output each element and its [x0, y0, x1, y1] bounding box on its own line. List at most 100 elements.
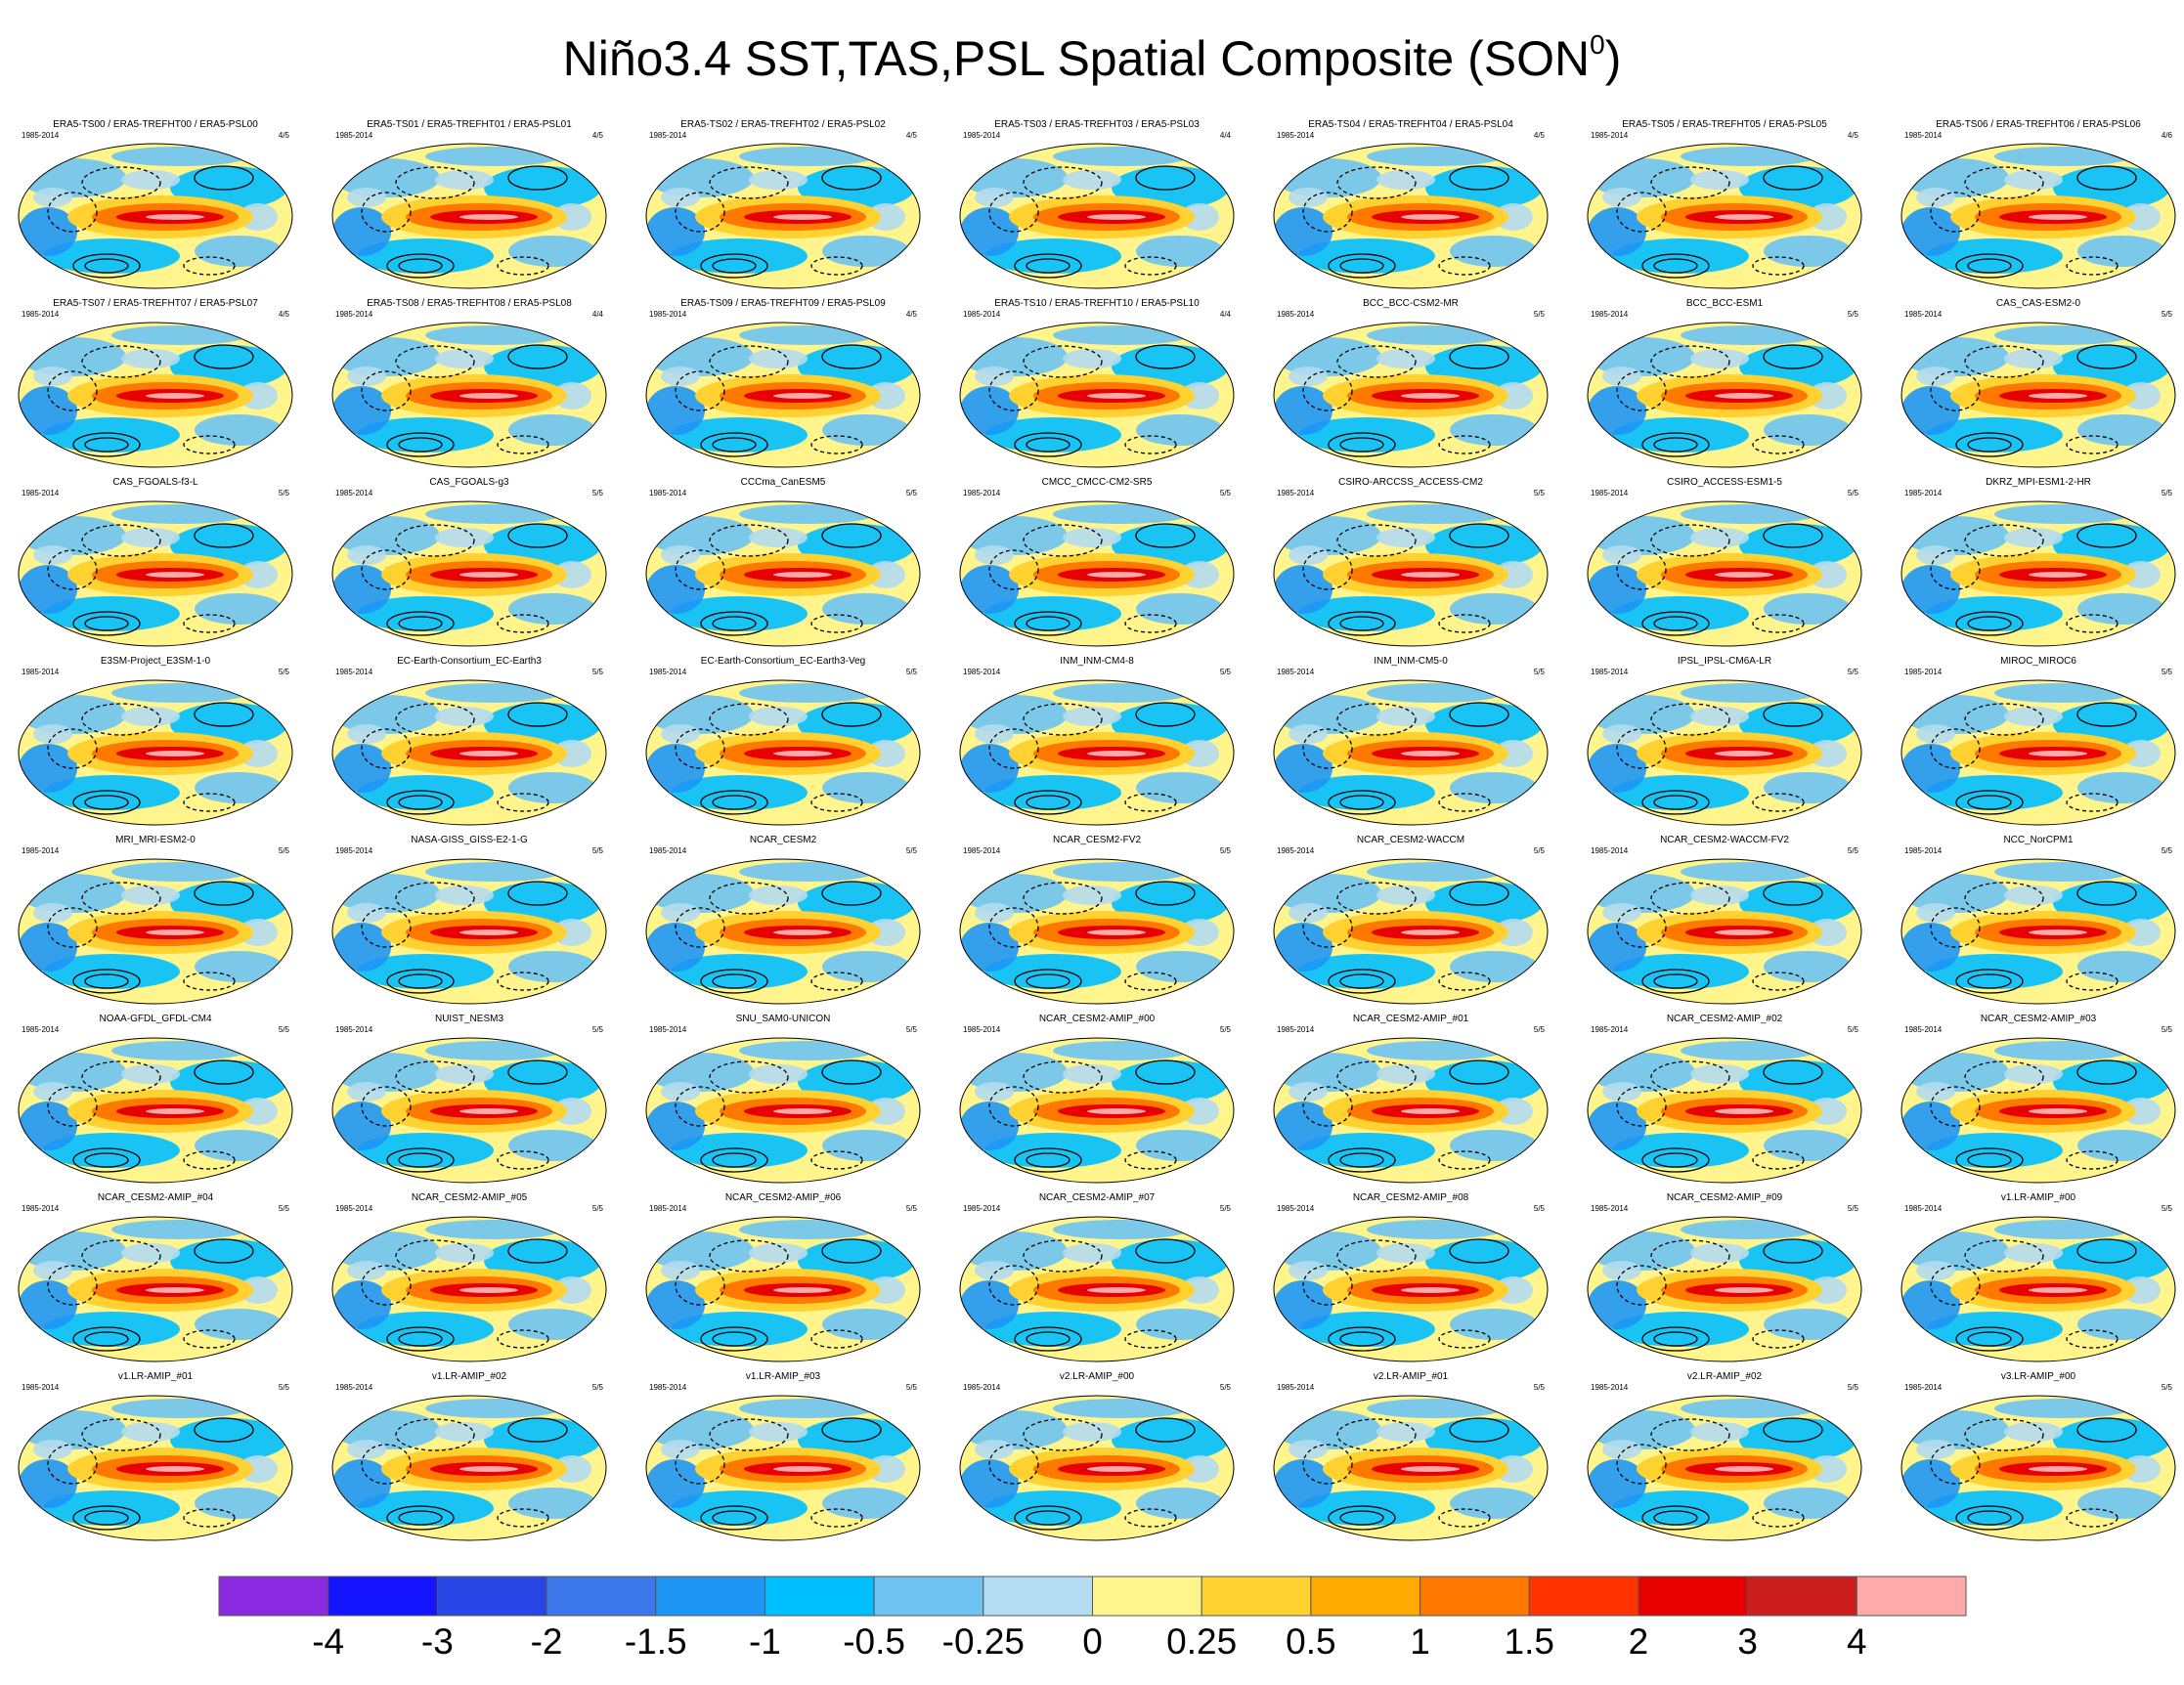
cool-anomaly-region [671, 238, 808, 274]
warm-tongue-peak [1401, 751, 1460, 756]
cool-anomaly-region [1764, 772, 1852, 803]
map-plot [1273, 679, 1549, 826]
psl-contour [1302, 1444, 1353, 1485]
cool-anomaly-region [357, 1133, 494, 1168]
map-plot [1273, 858, 1549, 1005]
cool-anomaly-region [1901, 1102, 1960, 1150]
map-outline [1273, 500, 1549, 647]
map-outline [959, 500, 1235, 647]
psl-contour [675, 1444, 725, 1485]
colorbar-tick-label: 2 [1629, 1621, 1649, 1662]
map-outline [645, 322, 921, 468]
psl-contour [1339, 258, 1384, 274]
cool-anomaly-region [357, 417, 494, 453]
weak-cool-region [1063, 170, 1121, 190]
warm-tongue-peak [773, 929, 832, 935]
psl-contour [386, 790, 455, 815]
weak-cool-region [2004, 707, 2063, 726]
weak-cool-region [2004, 1422, 2063, 1442]
psl-contour [1026, 616, 1070, 631]
warm-tongue-peak [146, 572, 204, 578]
cool-anomaly-region [822, 951, 910, 982]
panel-period: 1985-2014 [1591, 1204, 1629, 1213]
map-plot [645, 679, 921, 826]
psl-contour [47, 1086, 98, 1127]
weak-cool-region [1690, 170, 1749, 190]
psl-contour [47, 549, 98, 590]
weak-cool-region [749, 349, 808, 368]
panel-title: ERA5-TS04 / ERA5-TREFHT04 / ERA5-PSL04 [1308, 119, 1513, 130]
map-panel: ERA5-TS06 / ERA5-TREFHT06 / ERA5-PSL06 19… [1897, 119, 2180, 293]
cool-anomaly-region [19, 565, 77, 614]
colorbar-swatch [764, 1576, 875, 1617]
psl-contour [1653, 1331, 1698, 1347]
cool-anomaly-region [332, 1410, 440, 1449]
map-panel: ERA5-TS04 / ERA5-TREFHT04 / ERA5-PSL04 19… [1269, 119, 1552, 293]
psl-contour [1955, 969, 2024, 994]
warm-tongue-peak [1401, 1108, 1460, 1114]
warm-tongue-peak [146, 929, 204, 935]
psl-contour [1449, 344, 1509, 369]
psl-contour [810, 972, 863, 991]
panel-title: v1.LR-AMIP_#01 [117, 1371, 194, 1382]
psl-contour [712, 437, 757, 453]
panel-period: 1985-2014 [1904, 846, 1943, 855]
psl-contour [1328, 432, 1396, 457]
psl-contour [1124, 1508, 1177, 1528]
weak-cool-region [661, 1082, 700, 1102]
map-outline [331, 858, 607, 1005]
psl-contour [1135, 1417, 1196, 1443]
weak-cool-region [1376, 170, 1435, 190]
panel-period: 1985-2014 [22, 1383, 60, 1392]
cool-anomaly-region [1053, 147, 1190, 166]
cool-anomaly-region [960, 516, 1068, 555]
psl-contour [1967, 258, 2012, 274]
weak-cool-region [33, 903, 72, 923]
warm-tongue-peak [146, 1466, 204, 1472]
psl-contour [675, 370, 725, 411]
cool-anomaly-region [19, 516, 126, 555]
panel-period: 1985-2014 [1591, 846, 1629, 855]
cool-anomaly-region [1367, 504, 1504, 524]
psl-contour [821, 523, 882, 548]
cool-anomaly-region [332, 1280, 391, 1329]
cool-anomaly-region [646, 1231, 754, 1271]
weak-cool-region [435, 707, 494, 726]
map-outline [331, 679, 607, 826]
panel-title: NCAR_CESM2-FV2 [1052, 835, 1142, 845]
cool-anomaly-region [1053, 504, 1190, 524]
panel-fraction: 5/5 [278, 1383, 289, 1392]
warm-tongue-peak [459, 751, 518, 756]
psl-contour [183, 793, 236, 812]
panel-title: ERA5-TS07 / ERA5-TREFHT07 / ERA5-PSL07 [53, 298, 258, 309]
map-panel: ERA5-TS09 / ERA5-TREFHT09 / ERA5-PSL09 19… [641, 298, 925, 472]
map-plot [18, 1395, 293, 1541]
panel-title: MRI_MRI-ESM2-0 [115, 835, 196, 845]
panel-title: v2.LR-AMIP_#01 [1373, 1371, 1449, 1382]
map-plot [1587, 1216, 1862, 1362]
colorbar-swatch [1747, 1576, 1857, 1617]
map-plot [959, 1216, 1235, 1362]
psl-contour [1449, 1059, 1509, 1085]
weak-cool-region [661, 367, 700, 386]
cool-anomaly-region [646, 207, 705, 256]
cool-anomaly-region [739, 683, 876, 703]
panel-fraction: 5/5 [591, 668, 603, 676]
psl-contour [81, 1060, 161, 1094]
weak-cool-region [1602, 903, 1641, 923]
cool-anomaly-region [1274, 1410, 1381, 1449]
cool-anomaly-region [1901, 158, 2009, 197]
cool-anomaly-region [1612, 596, 1749, 631]
weak-cool-region [975, 1082, 1014, 1102]
map-outline [959, 143, 1235, 289]
cool-anomaly-region [1367, 147, 1504, 166]
cool-anomaly-region [1274, 1053, 1381, 1092]
warm-tongue-peak [459, 393, 518, 399]
cool-anomaly-region [19, 1410, 126, 1449]
psl-contour [1302, 1086, 1353, 1127]
psl-contour [386, 253, 455, 279]
map-panel: E3SM-Project_E3SM-1-0 1985-2014 5/5 [14, 656, 297, 830]
cool-anomaly-region [1274, 565, 1332, 614]
cool-anomaly-region [1681, 325, 1817, 345]
cool-anomaly-region [1136, 951, 1224, 982]
